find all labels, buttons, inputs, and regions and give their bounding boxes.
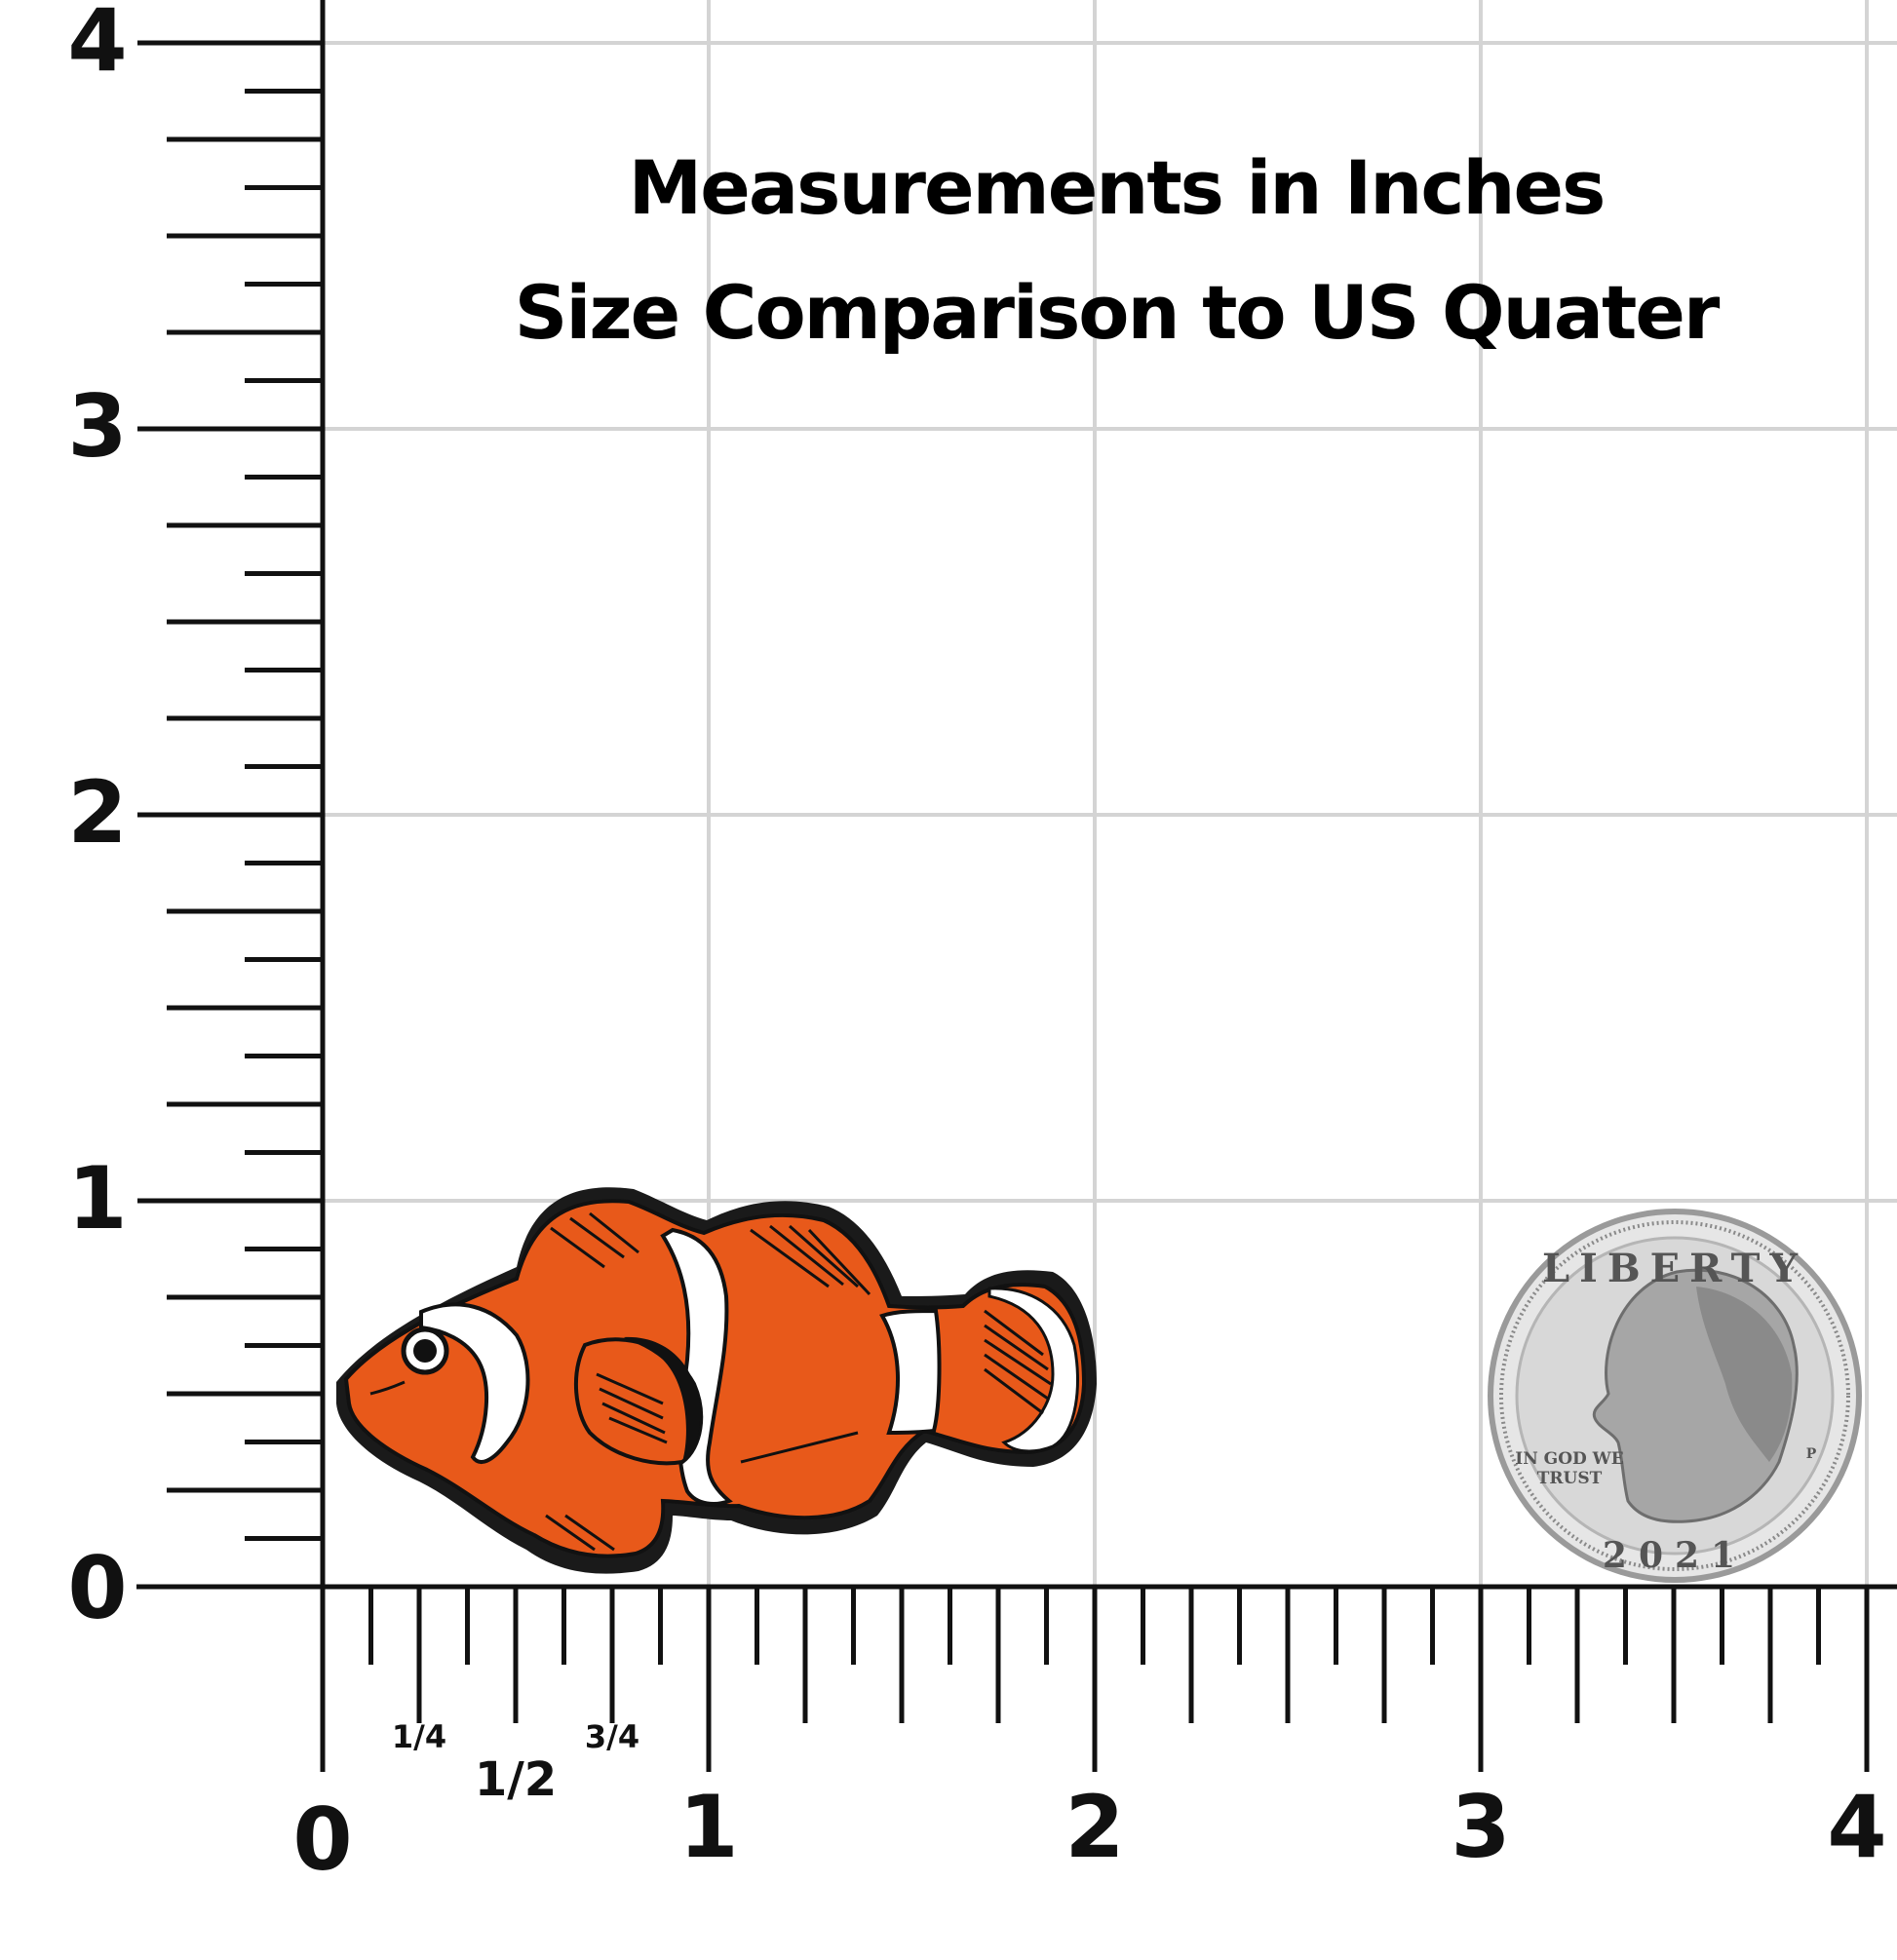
ruler bbox=[136, 0, 1897, 1772]
coin-year: 2021 bbox=[1603, 1535, 1747, 1576]
us-quarter-coin: LIBERTY IN GOD WE TRUST 2021 P bbox=[1488, 1209, 1862, 1583]
y-label-3: 3 bbox=[67, 376, 127, 477]
clownfish-pin-icon bbox=[336, 1187, 1097, 1574]
title-line-2: Size Comparison to US Quater bbox=[514, 269, 1721, 356]
coin-mint-mark: P bbox=[1806, 1446, 1817, 1462]
x-label-3: 3 bbox=[1451, 1777, 1510, 1877]
title-line-1: Measurements in Inches bbox=[628, 144, 1607, 231]
x-label-0: 0 bbox=[292, 1789, 352, 1890]
fraction-label-quarter: 1/4 bbox=[392, 1718, 446, 1755]
x-label-4: 4 bbox=[1827, 1777, 1886, 1877]
y-label-1: 1 bbox=[67, 1148, 127, 1249]
coin-motto-line1: IN GOD WE bbox=[1515, 1449, 1623, 1469]
fraction-label-three-quarter: 3/4 bbox=[585, 1718, 639, 1755]
y-label-4: 4 bbox=[67, 0, 127, 91]
coin-liberty-text: LIBERTY bbox=[1542, 1246, 1807, 1291]
x-label-2: 2 bbox=[1065, 1777, 1124, 1877]
x-label-1: 1 bbox=[678, 1777, 738, 1877]
y-label-0: 0 bbox=[67, 1538, 127, 1638]
fraction-label-half: 1/2 bbox=[475, 1752, 557, 1807]
y-label-2: 2 bbox=[67, 762, 127, 863]
coin-motto-line2: TRUST bbox=[1537, 1469, 1603, 1488]
